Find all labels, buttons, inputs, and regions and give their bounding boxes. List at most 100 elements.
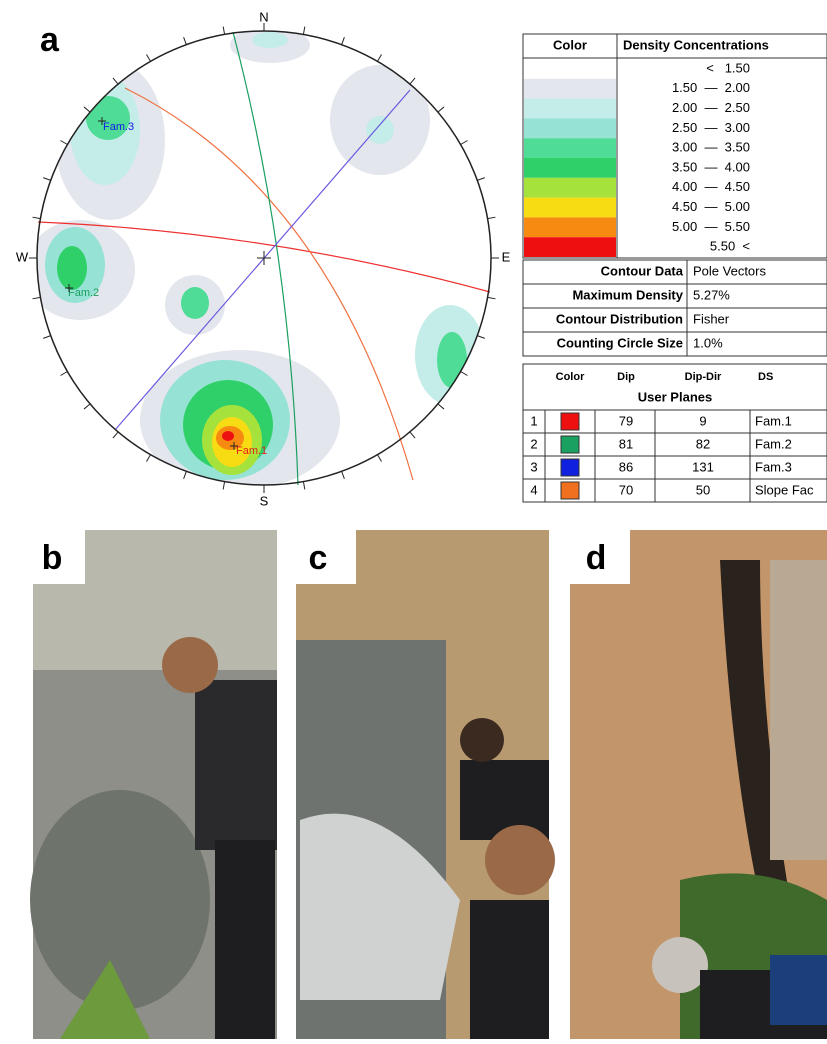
ds: Slope Fac bbox=[755, 482, 814, 497]
tick bbox=[460, 371, 468, 376]
contour-value: Fisher bbox=[693, 311, 730, 326]
tick bbox=[302, 26, 306, 35]
table-cell bbox=[749, 478, 827, 503]
swatch bbox=[524, 118, 616, 139]
density-range: 3.50 — 4.00 bbox=[672, 159, 750, 174]
tick bbox=[43, 177, 51, 181]
tick bbox=[43, 335, 51, 339]
swatch bbox=[560, 435, 580, 454]
tick bbox=[487, 296, 496, 300]
contours bbox=[37, 31, 485, 485]
tick bbox=[477, 335, 485, 339]
contour-value: 5.27% bbox=[693, 287, 730, 302]
swatch bbox=[524, 177, 616, 198]
contour-key: Contour Distribution bbox=[556, 311, 683, 326]
density-range: 5.00 — 5.50 bbox=[672, 219, 750, 234]
west: W bbox=[16, 249, 29, 264]
tick bbox=[487, 216, 496, 220]
tick bbox=[341, 37, 345, 45]
tick bbox=[83, 106, 91, 113]
panel-label: d bbox=[586, 539, 607, 577]
tick bbox=[112, 77, 119, 85]
tick bbox=[409, 431, 416, 439]
photo-d: d bbox=[570, 530, 827, 1039]
great-circles bbox=[37, 31, 491, 486]
tick bbox=[60, 371, 68, 376]
dip-dir: 50 bbox=[696, 482, 710, 497]
dip: 70 bbox=[619, 482, 633, 497]
east: E bbox=[502, 249, 511, 264]
swatch bbox=[524, 98, 616, 119]
density-range: 2.50 — 3.00 bbox=[672, 120, 750, 135]
tick bbox=[112, 431, 119, 439]
ds: Fam.3 bbox=[755, 459, 792, 474]
photo-c: c bbox=[296, 530, 555, 1040]
pole-label: Fam.1 bbox=[236, 445, 267, 457]
tick bbox=[222, 26, 226, 35]
swatch bbox=[524, 158, 616, 178]
swatch bbox=[524, 197, 616, 218]
density-range: 2.00 — 2.50 bbox=[672, 100, 750, 115]
contour-key: Contour Data bbox=[601, 263, 684, 278]
dip-dir: 82 bbox=[696, 436, 710, 451]
dip-dir: 131 bbox=[692, 459, 714, 474]
ds: Fam.1 bbox=[755, 413, 792, 428]
panel-label: a bbox=[40, 21, 60, 59]
photo-b: b bbox=[30, 530, 277, 1039]
tick bbox=[460, 140, 468, 145]
tick bbox=[377, 54, 382, 62]
tick bbox=[146, 54, 151, 62]
dip: 79 bbox=[619, 413, 633, 428]
header: Density Concentrations bbox=[623, 37, 769, 52]
tick bbox=[477, 177, 485, 181]
tick bbox=[222, 481, 226, 490]
swatch bbox=[524, 59, 616, 79]
row-id: 4 bbox=[530, 482, 537, 497]
tick bbox=[32, 296, 41, 300]
north: N bbox=[259, 9, 268, 24]
density-range: 3.00 — 3.50 bbox=[672, 140, 750, 155]
center bbox=[257, 251, 271, 265]
dip: 81 bbox=[619, 436, 633, 451]
tick bbox=[60, 140, 68, 145]
swatch bbox=[560, 412, 580, 431]
row-id: 3 bbox=[530, 459, 537, 474]
table-cell bbox=[616, 57, 827, 259]
swatch bbox=[524, 217, 616, 238]
contour-value: Pole Vectors bbox=[693, 263, 766, 278]
contour-key: Counting Circle Size bbox=[557, 335, 683, 350]
tick bbox=[183, 37, 187, 45]
table-title: User Planes bbox=[638, 389, 712, 404]
table-cell bbox=[686, 331, 827, 357]
contour-value: 1.0% bbox=[693, 335, 723, 350]
tick bbox=[409, 77, 416, 85]
tick bbox=[437, 106, 445, 113]
tick bbox=[437, 403, 445, 410]
tick bbox=[341, 471, 345, 479]
pole-marks bbox=[65, 117, 238, 450]
ds: Fam.2 bbox=[755, 436, 792, 451]
header: Dip bbox=[617, 371, 635, 383]
tick bbox=[302, 481, 306, 490]
header: DS bbox=[758, 371, 773, 383]
density-range: 5.50 < bbox=[710, 239, 750, 254]
pole-label: Fam.3 bbox=[103, 121, 134, 133]
density-range: 1.50 — 2.00 bbox=[672, 80, 750, 95]
density-range: 4.00 — 4.50 bbox=[672, 179, 750, 194]
tick bbox=[83, 403, 91, 410]
density-range: 4.50 — 5.00 bbox=[672, 199, 750, 214]
tick bbox=[32, 216, 41, 220]
row-id: 1 bbox=[530, 413, 537, 428]
swatch bbox=[524, 237, 616, 257]
dip-dir: 9 bbox=[699, 413, 706, 428]
pole-label: Fam.2 bbox=[68, 287, 99, 299]
swatch bbox=[524, 78, 616, 99]
swatch bbox=[524, 138, 616, 158]
tick bbox=[183, 471, 187, 479]
dip: 86 bbox=[619, 459, 633, 474]
tick bbox=[377, 454, 382, 462]
header: Color bbox=[556, 371, 585, 383]
contour-key: Maximum Density bbox=[572, 287, 683, 302]
density-range: < 1.50 bbox=[706, 60, 750, 75]
